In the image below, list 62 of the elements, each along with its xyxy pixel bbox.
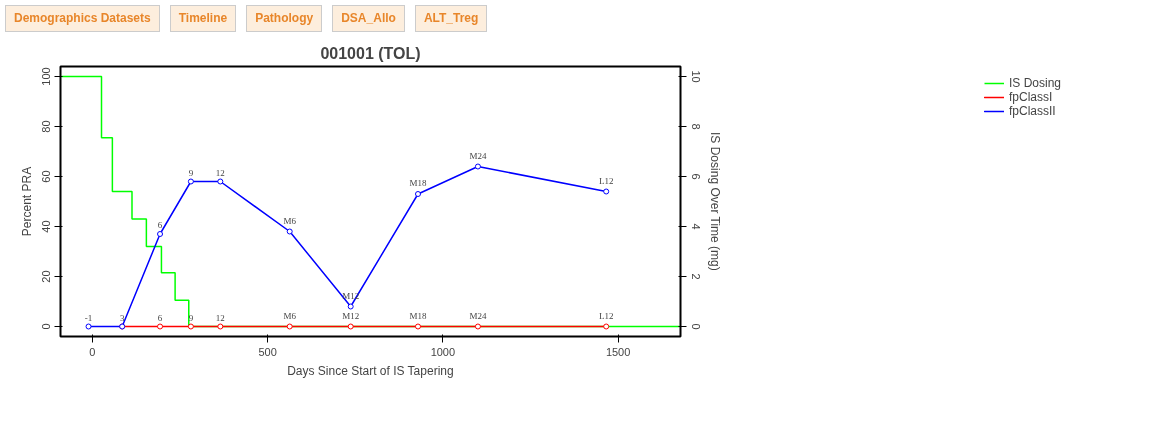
annotation: -1 (84, 312, 93, 323)
annotation: L12 (598, 310, 614, 321)
point (286, 323, 293, 330)
annotation: 9 (188, 312, 194, 323)
text: Pathology (255, 10, 314, 27)
y2-tick-label: 10 (689, 70, 702, 83)
x-tick-label: 0 (89, 345, 96, 358)
y2-tick-label: 2 (689, 273, 702, 280)
annotation: 12 (215, 312, 225, 323)
y-tick-label: 80 (39, 120, 52, 133)
text: Timeline (178, 10, 228, 27)
point (85, 323, 92, 330)
y-tick-label: 60 (39, 170, 52, 183)
point (157, 231, 164, 238)
annotation: M24 (469, 150, 487, 161)
legend-label: IS Dosing (1008, 76, 1062, 91)
point (217, 323, 224, 330)
point (414, 191, 421, 198)
y-tick-label: 20 (39, 270, 52, 283)
point (187, 178, 194, 185)
point (347, 303, 354, 310)
y-axis-title: Percent PRA (19, 166, 34, 237)
y-tick-label: 40 (39, 220, 52, 233)
chart-title: 001001 (TOL) (320, 44, 421, 62)
y2-axis-title: IS Dosing Over Time (mg) (707, 132, 722, 271)
annotation: M24 (469, 310, 487, 321)
point (414, 323, 421, 330)
x-tick-label: 500 (258, 345, 277, 358)
annotation: 3 (119, 312, 125, 323)
y2-tick-label: 0 (689, 323, 702, 330)
annotation: 12 (215, 167, 225, 178)
point (286, 228, 293, 235)
y2-tick-label: 8 (689, 123, 702, 130)
y-tick-label: 0 (39, 323, 52, 330)
legend-label: fpClassI (1008, 90, 1053, 105)
annotation: 9 (188, 167, 194, 178)
annotation: M18 (409, 178, 427, 189)
x-tick-label: 1500 (605, 345, 631, 358)
point (157, 323, 164, 330)
text: ALT_Treg (423, 10, 479, 27)
legend-label: fpClassII (1008, 104, 1056, 119)
point (347, 323, 354, 330)
y-tick-label: 100 (39, 67, 52, 86)
point (603, 323, 610, 330)
point (603, 188, 610, 195)
point (474, 163, 481, 170)
annotation: 6 (157, 220, 163, 231)
point (187, 323, 194, 330)
y2-tick-label: 4 (689, 223, 702, 230)
x-tick-label: 1000 (430, 345, 456, 358)
annotation: 6 (157, 312, 163, 323)
annotation: M6 (283, 310, 297, 321)
text: Demographics Datasets (14, 10, 151, 27)
y2-tick-label: 6 (689, 173, 702, 180)
annotation: M18 (409, 310, 427, 321)
point (217, 178, 224, 185)
x-axis-title: Days Since Start of IS Tapering (287, 363, 454, 378)
annotation: M6 (283, 215, 297, 226)
text: DSA_Allo (341, 10, 396, 27)
annotation: M12 (342, 310, 360, 321)
point (474, 323, 481, 330)
annotation: L12 (598, 175, 614, 186)
